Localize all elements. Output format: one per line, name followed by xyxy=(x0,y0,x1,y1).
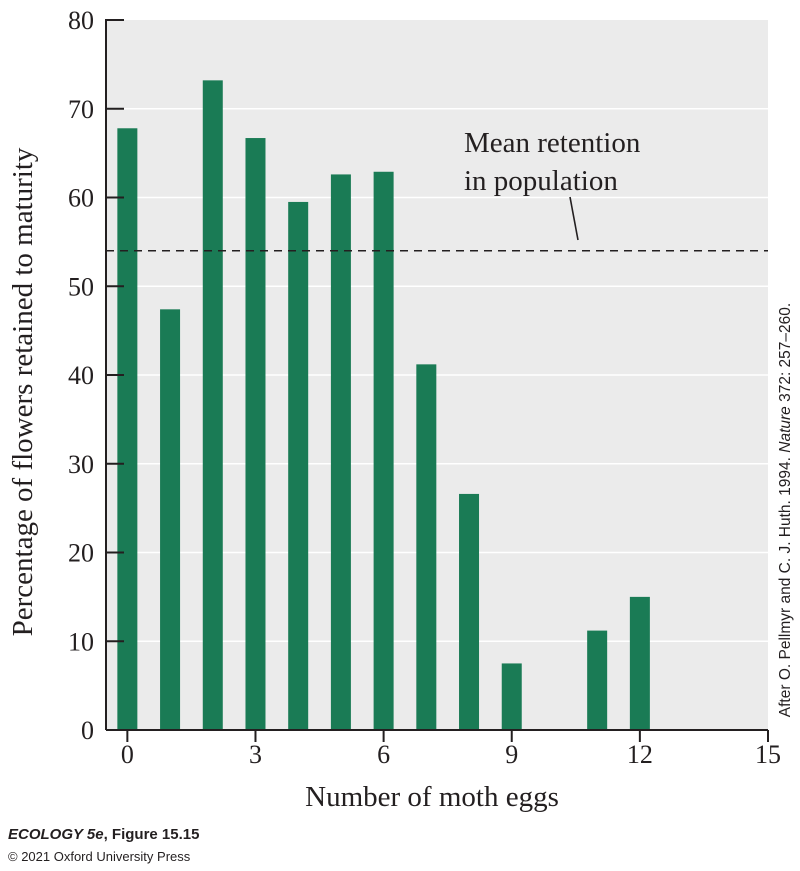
bar xyxy=(160,309,181,730)
y-tick-label: 0 xyxy=(81,716,94,745)
bar xyxy=(373,171,394,730)
figure-number: , Figure 15.15 xyxy=(103,826,200,843)
source-note: After O. Pellmyr and C. J. Huth. 1994. N… xyxy=(777,303,794,717)
bar xyxy=(288,201,309,730)
x-tick-label: 9 xyxy=(505,740,518,769)
axes xyxy=(105,19,769,742)
y-tick-label: 20 xyxy=(68,539,94,568)
source-note-suffix: 372: 257–260. xyxy=(777,303,794,406)
figure-credit: ECOLOGY 5e, Figure 15.15 xyxy=(8,826,199,843)
x-tick-label: 15 xyxy=(755,740,781,769)
bar xyxy=(202,80,223,731)
x-tick-label: 6 xyxy=(377,740,390,769)
book-title: ECOLOGY 5e xyxy=(8,826,104,843)
source-note-journal: Nature xyxy=(777,406,794,453)
x-tick-label: 12 xyxy=(627,740,653,769)
annotation-line-1: Mean retention xyxy=(464,127,641,159)
bar xyxy=(459,493,480,730)
x-tick-labels: 0 3 6 9 12 15 xyxy=(121,740,781,769)
y-tick-label: 50 xyxy=(68,272,94,301)
x-tick-label: 3 xyxy=(249,740,262,769)
bar xyxy=(587,630,608,730)
y-tick-label: 30 xyxy=(68,450,94,479)
x-axis-title: Number of moth eggs xyxy=(305,781,559,813)
y-tick-label: 70 xyxy=(68,95,94,124)
source-note-prefix: After O. Pellmyr and C. J. Huth. 1994. xyxy=(777,453,794,717)
y-axis-title: Percentage of flowers retained to maturi… xyxy=(7,147,39,636)
annotation-line-2: in population xyxy=(464,165,618,197)
x-tick-label: 0 xyxy=(121,740,134,769)
y-tick-label: 10 xyxy=(68,627,94,656)
y-tick-label: 40 xyxy=(68,361,94,390)
bar xyxy=(629,596,650,730)
copyright: © 2021 Oxford University Press xyxy=(8,849,191,864)
bar xyxy=(501,663,522,730)
y-tick-labels: 0 10 20 30 40 50 60 70 80 xyxy=(68,6,94,745)
bar xyxy=(416,364,437,730)
annotation-leader-line xyxy=(569,196,579,241)
bar xyxy=(245,138,266,731)
bar xyxy=(117,128,138,730)
bar xyxy=(330,174,351,731)
bars xyxy=(117,80,650,731)
y-tick-label: 80 xyxy=(68,6,94,35)
y-tick-label: 60 xyxy=(68,184,94,213)
